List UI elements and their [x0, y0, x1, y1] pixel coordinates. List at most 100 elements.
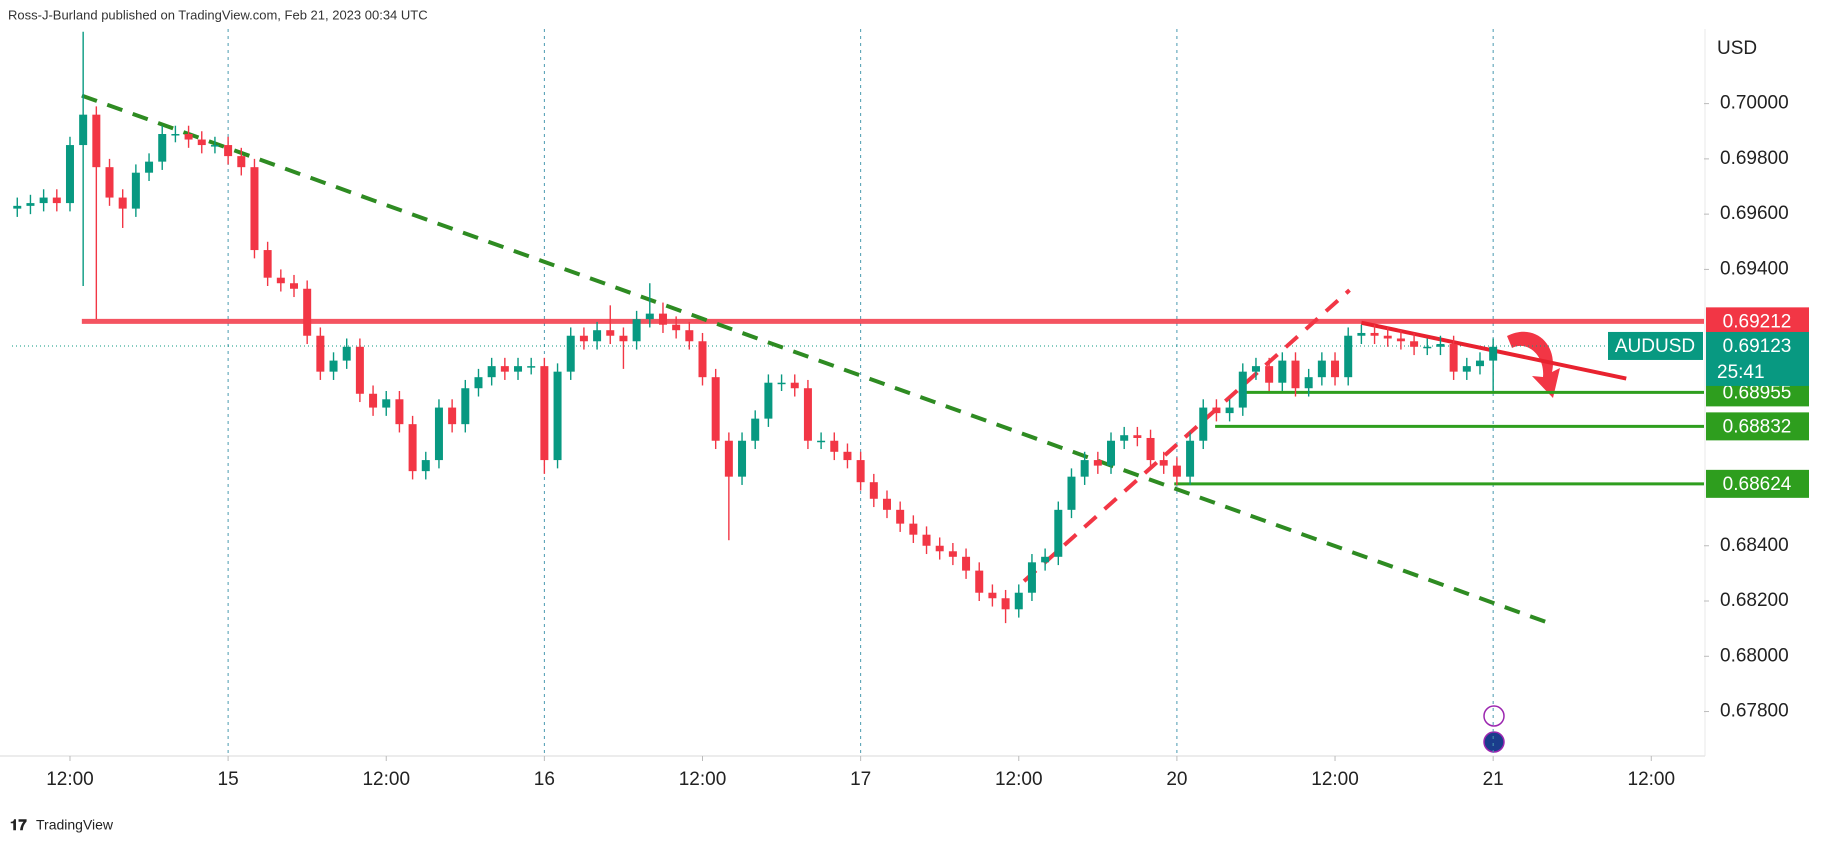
- candle-body: [1370, 332, 1379, 336]
- level-label: 0.68832: [1723, 416, 1792, 437]
- currency-label: USD: [1717, 38, 1757, 59]
- candle-body: [1449, 344, 1458, 372]
- level-label: 0.69212: [1723, 311, 1792, 332]
- price-label: 0.69123: [1723, 336, 1792, 357]
- candle-body: [514, 366, 523, 372]
- candle-body: [1462, 366, 1471, 372]
- candle-body: [487, 366, 496, 378]
- candle-body: [461, 388, 470, 425]
- candle-body: [1278, 360, 1287, 383]
- candle-body: [698, 341, 707, 378]
- candle-body: [355, 346, 364, 394]
- candle-body: [724, 440, 733, 477]
- trendline: [1022, 288, 1351, 583]
- candle-body: [1475, 360, 1484, 367]
- level-label-box: [1706, 307, 1809, 336]
- candle-body: [1172, 465, 1181, 477]
- candle-body: [65, 145, 74, 204]
- level-label-box: [1706, 469, 1809, 498]
- candle-body: [948, 551, 957, 557]
- candle-body: [1159, 460, 1168, 466]
- x-tick-label: 20: [1166, 769, 1187, 790]
- candle-body: [1080, 460, 1089, 477]
- candle-body: [1304, 377, 1313, 389]
- candle-body: [830, 440, 839, 452]
- candle-body: [500, 366, 509, 372]
- candle-body: [817, 440, 826, 443]
- candle-body: [711, 377, 720, 441]
- candle-body: [909, 523, 918, 535]
- candle-body: [1054, 509, 1063, 557]
- candle-body: [434, 407, 443, 461]
- candle-body: [619, 335, 628, 342]
- candle-body: [540, 366, 549, 461]
- trendline: [81, 93, 1554, 627]
- candle-body: [1001, 598, 1010, 610]
- candle-body: [1238, 371, 1247, 408]
- candle-body: [1027, 562, 1036, 593]
- candle-body: [751, 418, 760, 441]
- candle-body: [1199, 407, 1208, 441]
- candle-body: [975, 570, 984, 593]
- publisher-note: Ross-J-Burland published on TradingView.…: [8, 7, 428, 22]
- candle-body: [1423, 346, 1432, 349]
- candle-body: [553, 371, 562, 461]
- candle-body: [1120, 435, 1129, 441]
- x-tick-label: 15: [218, 769, 239, 790]
- candle-body: [1436, 344, 1445, 347]
- candle-body: [1186, 440, 1195, 477]
- x-tick-label: 12:00: [1311, 769, 1359, 790]
- candle-body: [1396, 338, 1405, 342]
- candle-body: [1357, 332, 1366, 336]
- candle-body: [882, 498, 891, 510]
- y-tick-label: 0.69600: [1720, 203, 1789, 224]
- candle-body: [672, 324, 681, 331]
- candle-body: [1383, 335, 1392, 339]
- candle-body: [632, 319, 641, 342]
- candle-body: [329, 360, 338, 372]
- y-tick-label: 0.68200: [1720, 590, 1789, 611]
- candle-body: [382, 399, 391, 408]
- candle-body: [421, 460, 430, 472]
- candle-body: [593, 330, 602, 342]
- candle-body: [342, 346, 351, 361]
- candle-body: [1317, 360, 1326, 378]
- candle-body: [250, 167, 259, 251]
- candle-body: [764, 382, 773, 419]
- y-tick-label: 0.68400: [1720, 535, 1789, 556]
- candle-body: [369, 393, 378, 408]
- candle-body: [1489, 346, 1498, 361]
- candle-body: [171, 134, 180, 136]
- candle-body: [1410, 341, 1419, 347]
- candle-body: [118, 197, 127, 209]
- candle-body: [237, 156, 246, 168]
- event-icon: [1483, 705, 1505, 727]
- candle-body: [922, 534, 931, 546]
- event-icon: [1483, 731, 1505, 753]
- x-tick-label: 17: [850, 769, 871, 790]
- candle-body: [935, 545, 944, 552]
- x-tick-label: 21: [1483, 769, 1504, 790]
- countdown-label: 25:41: [1717, 362, 1765, 383]
- candle-body: [843, 451, 852, 461]
- candle-body: [566, 335, 575, 372]
- candle-body: [395, 399, 404, 425]
- brand-name: TradingView: [36, 817, 114, 833]
- event-icons: [1483, 705, 1505, 753]
- candle-body: [1291, 360, 1300, 389]
- candle-body: [1146, 437, 1155, 461]
- symbol-label: AUDUSD: [1615, 336, 1695, 357]
- candle-body: [685, 330, 694, 342]
- candle-body: [145, 161, 154, 173]
- brand-logo: 𝟏𝟕 TradingView: [10, 817, 114, 834]
- x-tick-label: 12:00: [995, 769, 1043, 790]
- x-tick-label: 12:00: [46, 769, 94, 790]
- y-tick-label: 0.69400: [1720, 258, 1789, 279]
- candle-body: [1014, 592, 1023, 610]
- candle-body: [579, 335, 588, 342]
- candle-body: [1041, 556, 1050, 563]
- candle-body: [1212, 407, 1221, 414]
- level-label: 0.68624: [1723, 474, 1792, 495]
- candle-body: [1251, 366, 1260, 372]
